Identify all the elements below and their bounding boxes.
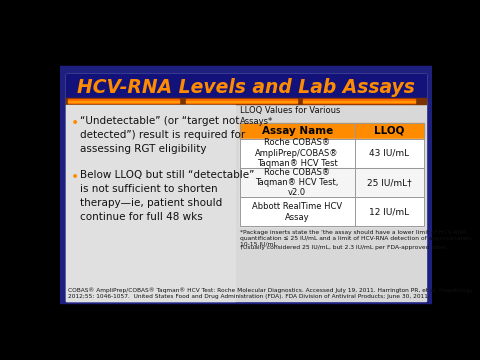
Text: HCV-RNA Levels and Lab Assays: HCV-RNA Levels and Lab Assays [77, 78, 415, 97]
Text: *Package inserts state the ‘the assay should have a lower limit of HCV-RNA
quant: *Package inserts state the ‘the assay sh… [240, 230, 472, 247]
Text: Roche COBAS®
AmpliPrep/COBAS®
Taqman® HCV Test: Roche COBAS® AmpliPrep/COBAS® Taqman® HC… [255, 138, 339, 168]
Text: †Usually considered 25 IU/mL, but 2.3 IU/mL per FDA-approved label.: †Usually considered 25 IU/mL, but 2.3 IU… [240, 245, 448, 250]
Text: “Undetectable” (or “target not
detected”) result is required for
assessing RGT e: “Undetectable” (or “target not detected”… [80, 116, 245, 154]
Bar [60, 66, 432, 143]
Bar [240, 123, 424, 139]
Bar [303, 101, 415, 103]
Bar [68, 99, 180, 103]
Bar [66, 98, 426, 104]
Text: •: • [71, 116, 79, 130]
Text: LLOQ Values for Various
Assays*: LLOQ Values for Various Assays* [240, 106, 340, 126]
Bar [66, 105, 235, 301]
Bar [240, 123, 424, 139]
Bar [240, 197, 424, 226]
Bar [66, 74, 426, 101]
Bar [240, 168, 424, 197]
Text: Roche COBAS®
Taqman® HCV Test,
v2.0: Roche COBAS® Taqman® HCV Test, v2.0 [255, 168, 339, 198]
Bar [68, 101, 180, 103]
Bar [240, 197, 424, 226]
Text: Assay Name: Assay Name [262, 126, 333, 136]
Bar [240, 139, 424, 168]
Bar [240, 139, 424, 168]
Text: 43 IU/mL: 43 IU/mL [369, 149, 409, 158]
Text: COBAS® AmpliPrep/COBAS® Taqman® HCV Test: Roche Molecular Diagnostics. Accessed : COBAS® AmpliPrep/COBAS® Taqman® HCV Test… [68, 287, 473, 299]
Bar [66, 74, 426, 301]
Text: Below LLOQ but still “detectable”
is not sufficient to shorten
therapy—ie, patie: Below LLOQ but still “detectable” is not… [80, 170, 254, 222]
Bar [60, 303, 432, 320]
Bar [60, 43, 432, 66]
Text: •: • [71, 170, 79, 184]
Bar [186, 99, 297, 103]
Bar [303, 99, 415, 103]
Bar [60, 66, 432, 303]
Text: 12 IU/mL: 12 IU/mL [369, 207, 409, 216]
Text: LLOQ: LLOQ [374, 126, 405, 136]
Text: 25 IU/mL†: 25 IU/mL† [367, 178, 412, 187]
Text: Abbott RealTime HCV
Assay: Abbott RealTime HCV Assay [252, 202, 342, 221]
Bar [240, 168, 424, 197]
Bar [186, 101, 297, 103]
